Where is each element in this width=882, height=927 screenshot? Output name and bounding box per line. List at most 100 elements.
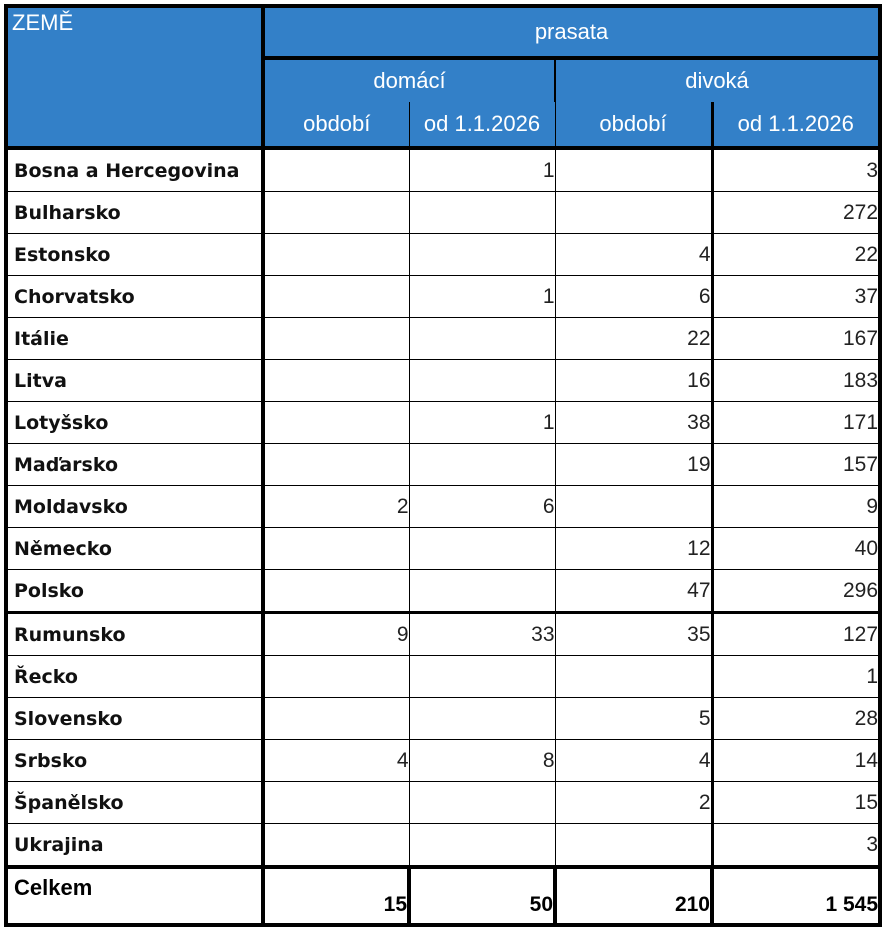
value-cell: 9 — [263, 611, 410, 656]
asf-table-container: ZEMĚ prasata domácí divoká období od 1.1… — [4, 4, 882, 927]
country-cell: Bulharsko — [4, 191, 265, 234]
country-cell: Slovensko — [4, 697, 265, 740]
total-value: 210 — [555, 865, 714, 927]
table-row: Rumunsko 9 33 35 127 — [4, 611, 882, 656]
value-cell: 4 — [555, 739, 714, 782]
value-cell — [263, 823, 410, 868]
table-row: Estonsko 4 22 — [4, 233, 882, 276]
total-label: Celkem — [4, 865, 265, 927]
value-cell — [409, 527, 556, 570]
value-cell — [555, 485, 714, 528]
country-cell: Chorvatsko — [4, 275, 265, 318]
country-cell: Itálie — [4, 317, 265, 360]
value-cell: 16 — [555, 359, 714, 402]
value-cell: 4 — [263, 739, 410, 782]
table-row: Moldavsko 2 6 9 — [4, 485, 882, 528]
value-cell — [409, 697, 556, 740]
value-cell: 5 — [555, 697, 714, 740]
value-cell: 38 — [555, 401, 714, 444]
value-cell — [263, 191, 410, 234]
value-cell: 22 — [712, 233, 882, 276]
value-cell: 167 — [712, 317, 882, 360]
country-column-header: ZEMĚ — [4, 4, 265, 150]
value-cell: 9 — [712, 485, 882, 528]
table-row: Německo 12 40 — [4, 527, 882, 570]
value-cell — [263, 781, 410, 824]
value-cell — [555, 191, 714, 234]
value-cell: 19 — [555, 443, 714, 486]
table-row: Maďarsko 19 157 — [4, 443, 882, 486]
group-header-pigs: prasata — [263, 4, 882, 60]
table-row: Litva 16 183 — [4, 359, 882, 402]
value-cell — [409, 191, 556, 234]
value-cell: 1 — [409, 148, 556, 192]
value-cell — [555, 655, 714, 698]
country-cell: Španělsko — [4, 781, 265, 824]
value-cell: 22 — [555, 317, 714, 360]
column-header-domestic-ytd: od 1.1.2026 — [409, 102, 556, 150]
value-cell: 6 — [555, 275, 714, 318]
value-cell: 3 — [712, 823, 882, 868]
value-cell: 171 — [712, 401, 882, 444]
country-cell: Bosna a Hercegovina — [4, 148, 265, 192]
table-row: Řecko 1 — [4, 655, 882, 698]
table-row: Srbsko 4 8 4 14 — [4, 739, 882, 782]
value-cell: 2 — [263, 485, 410, 528]
value-cell: 35 — [555, 611, 714, 656]
table-row: Itálie 22 167 — [4, 317, 882, 360]
value-cell: 183 — [712, 359, 882, 402]
value-cell — [409, 781, 556, 824]
value-cell: 1 — [409, 401, 556, 444]
value-cell — [555, 823, 714, 868]
value-cell — [263, 317, 410, 360]
value-cell: 33 — [409, 611, 556, 656]
subgroup-header-domestic: domácí — [263, 58, 556, 102]
country-cell: Řecko — [4, 655, 265, 698]
total-row: Celkem 15 50 210 1 545 — [4, 865, 882, 927]
value-cell: 296 — [712, 569, 882, 613]
table-row: Bulharsko 272 — [4, 191, 882, 234]
value-cell — [409, 569, 556, 613]
column-header-wild-period: období — [555, 102, 714, 150]
value-cell: 1 — [409, 275, 556, 318]
table-row: Španělsko 2 15 — [4, 781, 882, 824]
value-cell: 1 — [712, 655, 882, 698]
value-cell — [263, 697, 410, 740]
value-cell: 12 — [555, 527, 714, 570]
value-cell: 4 — [555, 233, 714, 276]
value-cell — [263, 233, 410, 276]
value-cell — [409, 655, 556, 698]
value-cell: 2 — [555, 781, 714, 824]
value-cell: 127 — [712, 611, 882, 656]
value-cell — [263, 148, 410, 192]
value-cell — [409, 233, 556, 276]
country-cell: Moldavsko — [4, 485, 265, 528]
country-cell: Litva — [4, 359, 265, 402]
value-cell — [263, 443, 410, 486]
country-cell: Polsko — [4, 569, 265, 613]
table-row: Bosna a Hercegovina 1 3 — [4, 148, 882, 192]
value-cell — [263, 655, 410, 698]
value-cell — [263, 527, 410, 570]
table-row: Chorvatsko 1 6 37 — [4, 275, 882, 318]
value-cell: 8 — [409, 739, 556, 782]
country-cell: Německo — [4, 527, 265, 570]
value-cell — [409, 359, 556, 402]
table-row: Slovensko 5 28 — [4, 697, 882, 740]
country-cell: Srbsko — [4, 739, 265, 782]
value-cell: 28 — [712, 697, 882, 740]
table-body: Bosna a Hercegovina 1 3 Bulharsko 272 Es… — [4, 148, 882, 927]
country-cell: Lotyšsko — [4, 401, 265, 444]
country-cell: Ukrajina — [4, 823, 265, 868]
country-cell: Maďarsko — [4, 443, 265, 486]
value-cell — [409, 317, 556, 360]
value-cell — [263, 275, 410, 318]
value-cell: 272 — [712, 191, 882, 234]
total-value: 15 — [263, 865, 411, 927]
subgroup-header-wild: divoká — [555, 58, 882, 102]
value-cell — [409, 443, 556, 486]
pig-disease-table: ZEMĚ prasata domácí divoká období od 1.1… — [4, 4, 882, 927]
value-cell — [555, 148, 714, 192]
value-cell — [263, 569, 410, 613]
value-cell: 15 — [712, 781, 882, 824]
